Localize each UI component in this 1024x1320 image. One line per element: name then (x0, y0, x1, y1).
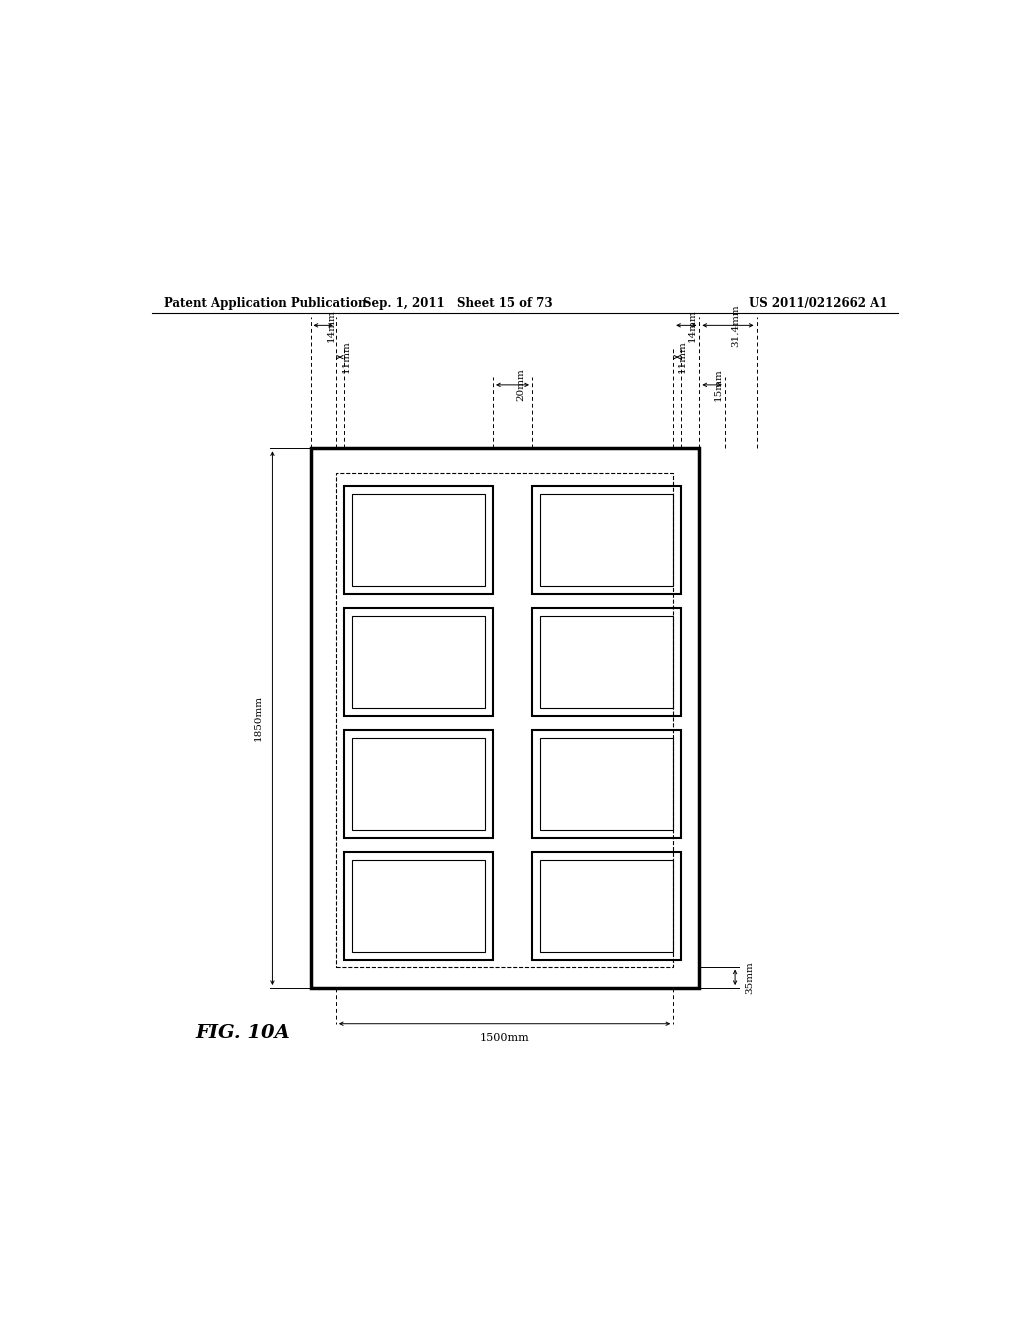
Bar (540, 494, 673, 586)
Text: 14mm: 14mm (327, 309, 336, 342)
Bar (344, 486, 494, 594)
Text: 35mm: 35mm (744, 961, 754, 994)
Bar (540, 861, 673, 952)
Text: 20mm: 20mm (516, 368, 525, 401)
Bar (352, 494, 485, 586)
Bar (531, 730, 681, 838)
Text: Sep. 1, 2011   Sheet 15 of 73: Sep. 1, 2011 Sheet 15 of 73 (362, 297, 552, 310)
Text: 31.4mm: 31.4mm (731, 304, 740, 347)
Bar (336, 473, 673, 966)
Bar (352, 861, 485, 952)
Text: 1500mm: 1500mm (479, 1034, 529, 1043)
Bar (540, 616, 673, 708)
Bar (531, 609, 681, 715)
Text: FIG. 10A: FIG. 10A (196, 1024, 290, 1043)
Bar (344, 730, 494, 838)
Bar (352, 616, 485, 708)
Bar (540, 738, 673, 830)
Text: 15mm: 15mm (714, 368, 723, 401)
Bar (310, 449, 699, 987)
Bar (344, 853, 494, 960)
Text: 11mm: 11mm (678, 341, 687, 374)
Bar (531, 486, 681, 594)
Bar (531, 853, 681, 960)
Bar (352, 738, 485, 830)
Bar (344, 609, 494, 715)
Text: 14mm: 14mm (688, 309, 697, 342)
Text: 11mm: 11mm (342, 341, 351, 374)
Text: US 2011/0212662 A1: US 2011/0212662 A1 (750, 297, 888, 310)
Text: Patent Application Publication: Patent Application Publication (164, 297, 367, 310)
Text: 1850mm: 1850mm (254, 696, 262, 742)
